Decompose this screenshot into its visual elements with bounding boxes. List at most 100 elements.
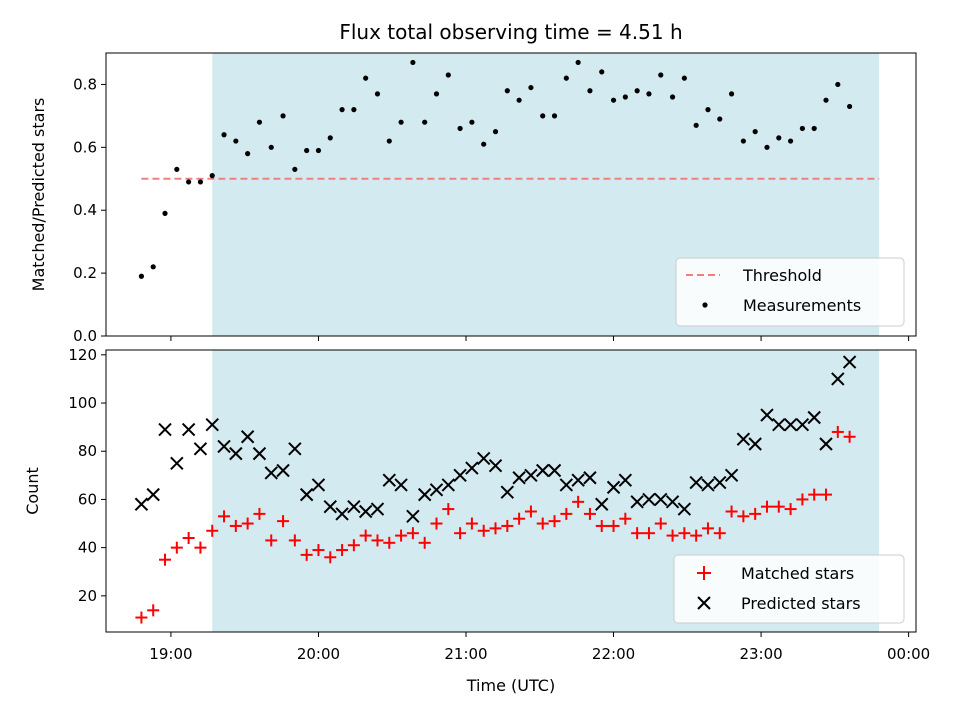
bottom-y-tick-label: 60 [78,490,97,508]
measurement-point [315,147,322,154]
predicted-star-point [772,418,786,432]
predicted-star-point [630,495,644,509]
chart-title: Flux total observing time = 4.51 h [339,20,682,44]
measurement-point [587,88,593,94]
measurement-point [481,141,487,147]
bottom-plot-frame [105,349,917,633]
bottom-legend-box [673,554,905,624]
matched-star-point [666,529,679,542]
measurement-point [245,151,251,157]
predicted-star-point [217,439,231,454]
measurement-point [728,91,735,97]
measurement-point [835,81,841,88]
matched-star-point [760,500,773,513]
predicted-star-point [476,451,491,466]
legend-measurements-swatch [702,302,708,308]
measurement-point [599,69,605,75]
predicted-star-point [370,502,385,516]
matched-star-point [583,507,596,520]
measurement-point [256,119,263,125]
top-y-axis-label: Matched/Predicted stars [29,98,48,292]
bottom-y-axis-label: Count [23,467,42,515]
measurement-point [811,125,817,132]
top-y-tick-label: 0.2 [73,264,97,282]
predicted-star-point [736,432,751,446]
predicted-star-point [252,446,267,461]
predicted-star-point [465,461,479,475]
matched-star-point [642,527,655,540]
predicted-star-point [158,422,172,437]
matched-star-point [312,544,325,557]
predicted-star-point [288,442,302,456]
predicted-star-point [335,507,349,521]
measurement-point [658,72,664,78]
measurement-point [504,88,510,94]
predicted-star-point [406,509,420,524]
matched-star-point [560,507,573,520]
matched-star-point [194,541,207,554]
bottom-y-tick-label: 80 [78,442,97,460]
matched-star-point [324,551,337,564]
matched-star-point [820,488,832,501]
matched-star-point [808,488,821,501]
matched-star-point [336,544,349,557]
predicted-star-point [229,446,243,461]
top-legend-box [675,257,905,327]
predicted-star-point [642,492,656,507]
predicted-star-point [547,463,562,478]
predicted-star-point [512,471,526,485]
predicted-star-point [500,485,515,499]
predicted-star-point [441,478,456,492]
measurement-point [363,75,369,81]
measurement-point [398,119,404,125]
matched-star-point [701,522,714,535]
predicted-star-point [689,475,703,490]
x-tick-label: 23:00 [739,645,782,663]
matched-star-point [383,536,396,549]
measurement-point [540,113,546,119]
matched-star-point [725,505,738,518]
predicted-star-point [618,473,633,487]
measurement-point [492,129,499,135]
matched-star-point [737,510,750,523]
matched-star-point [277,515,290,528]
predicted-star-point [417,487,432,502]
measurement-point [186,179,192,185]
measurement-point [717,116,723,122]
predicted-star-point [193,442,208,456]
matched-star-point [843,430,856,443]
matched-star-point [536,517,549,530]
predicted-star-point [713,475,727,490]
legend-matched-swatch [697,566,711,580]
matched-star-point [395,529,408,542]
measurement-point [386,138,392,144]
predicted-star-point [606,480,621,495]
predicted-star-point [677,502,692,516]
matched-star-point [465,517,478,530]
matched-star-point [524,505,537,518]
matched-star-point [749,507,762,520]
measurement-point [197,179,204,185]
legend-matched-label: Matched stars [741,564,854,583]
measurement-point [410,59,416,66]
measurement-point [610,97,617,103]
matched-star-point [489,522,502,535]
matched-star-point [454,527,467,540]
matched-star-point [442,503,455,516]
matched-star-point [619,512,632,525]
matched-star-point [253,507,266,520]
bottom-y-tick-label: 100 [68,394,97,412]
legend-measurements-label: Measurements [743,296,861,315]
predicted-star-point [181,422,196,437]
top-panel: 0.00.20.40.60.8 Matched/Predicted stars … [29,52,917,345]
legend-threshold-label: Threshold [742,266,822,285]
bottom-x-axis: 19:00 20:00 21:00 22:00 23:00 00:00 [149,632,930,663]
matched-star-point [218,510,231,523]
measurement-point [622,94,628,100]
predicted-star-point [429,483,444,497]
measurement-point [551,113,558,119]
top-y-tick-label: 0.6 [73,138,97,156]
matched-star-point [182,532,195,544]
legend-predicted-swatch [697,596,711,610]
matched-star-point [135,611,148,624]
